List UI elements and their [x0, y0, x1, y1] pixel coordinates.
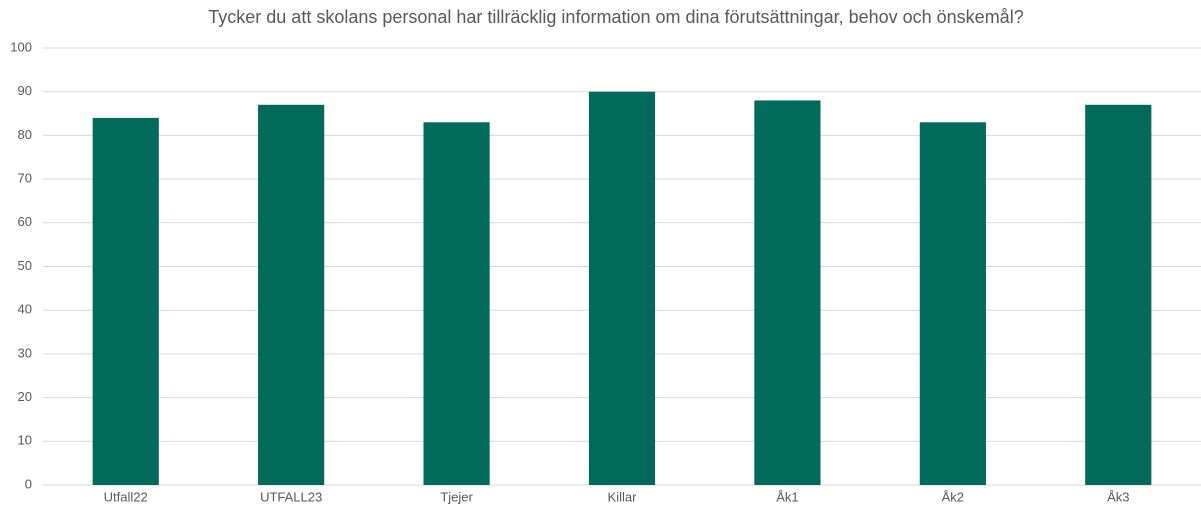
- y-tick-label: 50: [18, 258, 32, 273]
- bar: [754, 100, 821, 485]
- x-tick-label: Tjejer: [440, 489, 473, 504]
- y-tick-label: 30: [18, 345, 32, 360]
- x-tick-label: Utfall22: [104, 489, 148, 504]
- y-tick-label: 10: [18, 433, 32, 448]
- y-tick-label: 90: [18, 83, 32, 98]
- bar: [588, 91, 656, 485]
- bar: [423, 122, 490, 485]
- x-tick-label: Killar: [608, 489, 638, 504]
- x-tick-label: UTFALL23: [260, 489, 322, 504]
- bar: [258, 104, 325, 485]
- x-tick-label: Åk3: [1107, 489, 1129, 504]
- chart-title: Tycker du att skolans personal har tillr…: [208, 7, 1023, 27]
- bar: [1085, 104, 1152, 485]
- bar: [919, 122, 986, 485]
- y-tick-label: 20: [18, 389, 32, 404]
- bar: [92, 117, 159, 486]
- y-tick-label: 60: [18, 214, 32, 229]
- y-tick-label: 40: [18, 302, 32, 317]
- x-tick-label: Åk2: [942, 489, 964, 504]
- y-tick-label: 70: [18, 171, 32, 186]
- y-tick-label: 0: [25, 476, 32, 491]
- y-tick-label: 100: [10, 39, 32, 54]
- x-tick-label: Åk1: [776, 489, 798, 504]
- y-tick-label: 80: [18, 127, 32, 142]
